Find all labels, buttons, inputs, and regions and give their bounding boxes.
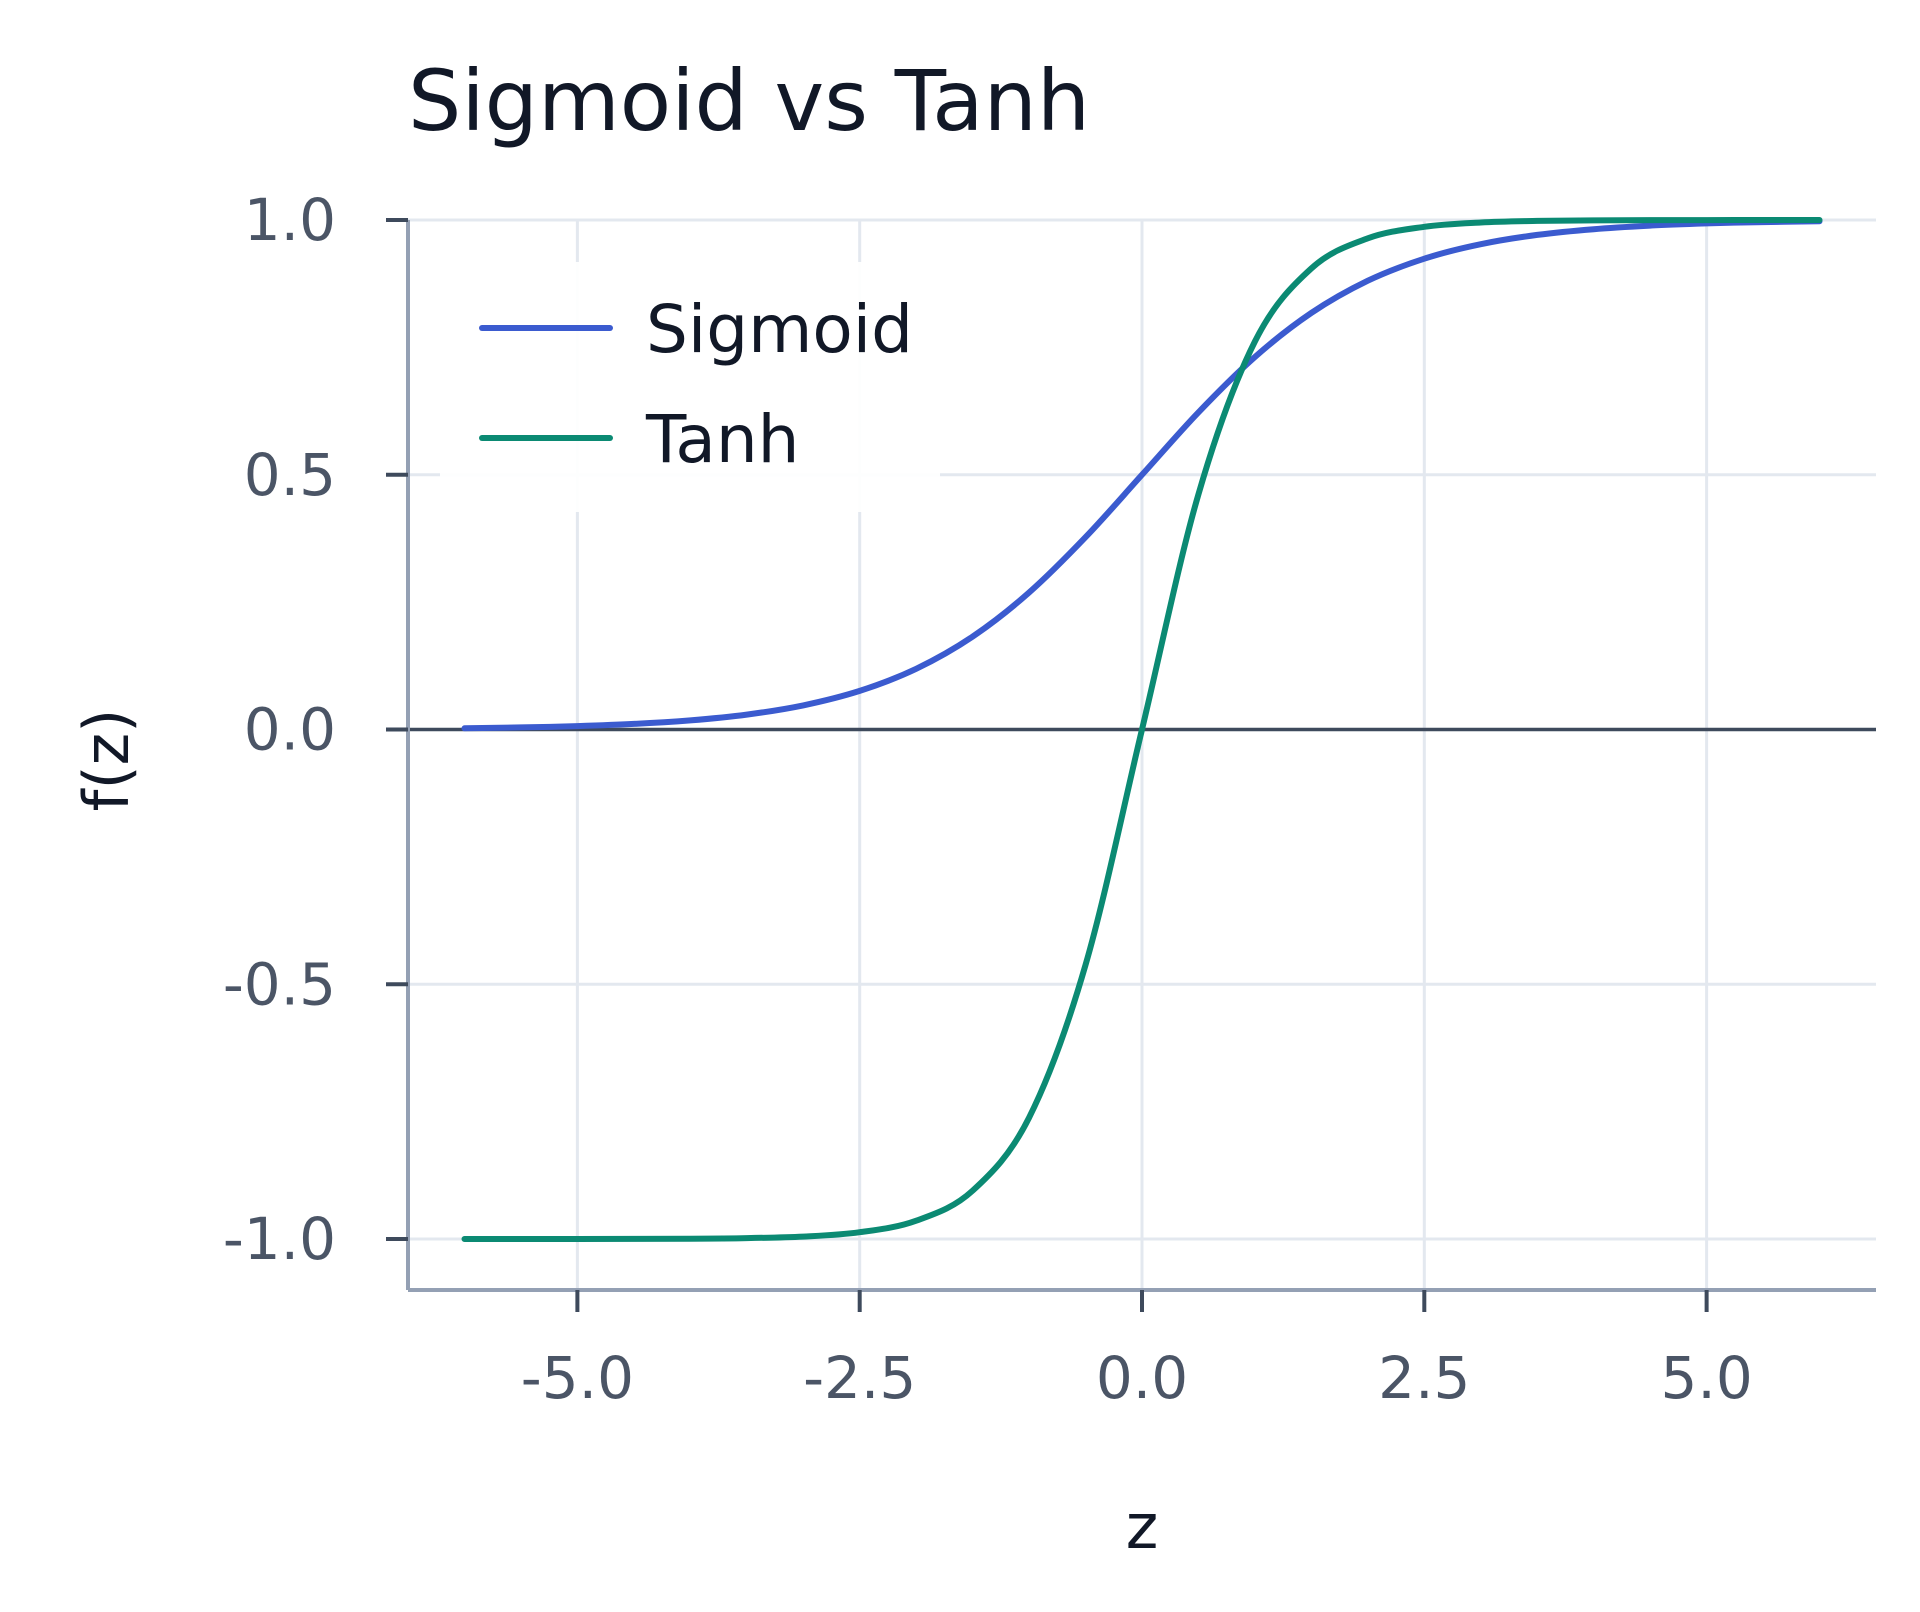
legend-label-tanh: Tanh bbox=[645, 401, 800, 478]
series-line-sigmoid bbox=[461, 218, 1823, 732]
x-axis-label: z bbox=[1126, 1490, 1159, 1563]
x-tick-label: -5.0 bbox=[521, 1344, 634, 1412]
y-tick-label: 0.5 bbox=[244, 441, 336, 509]
legend-label-sigmoid: Sigmoid bbox=[646, 291, 913, 368]
chart-title: Sigmoid vs Tanh bbox=[408, 52, 1090, 150]
legend-background bbox=[440, 262, 940, 512]
y-tick-label: -1.0 bbox=[223, 1205, 336, 1273]
legend: Sigmoid Tanh bbox=[440, 262, 940, 512]
x-tick-label: 5.0 bbox=[1660, 1344, 1752, 1412]
x-tick-label: 0.0 bbox=[1096, 1344, 1188, 1412]
series-line-tanh bbox=[461, 217, 1823, 1243]
y-axis-label: f(z) bbox=[70, 709, 143, 812]
x-tick-label: 2.5 bbox=[1378, 1344, 1470, 1412]
axes bbox=[386, 218, 1876, 1312]
tick-labels: -5.0 -2.5 0.0 2.5 5.0 -1.0 -0.5 0.0 0.5 1.0 bbox=[223, 186, 1753, 1412]
x-tick-label: -2.5 bbox=[803, 1344, 916, 1412]
y-tick-label: 0.0 bbox=[244, 696, 336, 764]
y-tick-label: 1.0 bbox=[244, 186, 336, 254]
series-lines bbox=[461, 217, 1823, 1243]
y-tick-label: -0.5 bbox=[223, 950, 336, 1018]
